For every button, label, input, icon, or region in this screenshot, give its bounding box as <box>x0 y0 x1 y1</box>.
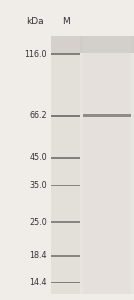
Bar <box>51 157 80 159</box>
Text: 116.0: 116.0 <box>24 50 47 59</box>
Bar <box>51 255 80 256</box>
Bar <box>51 36 80 294</box>
Bar <box>83 36 131 294</box>
Text: 14.4: 14.4 <box>29 278 47 287</box>
Bar <box>51 115 80 117</box>
Text: 66.2: 66.2 <box>29 111 47 120</box>
Bar <box>51 282 80 283</box>
Text: 35.0: 35.0 <box>29 181 47 190</box>
Bar <box>51 184 80 186</box>
Bar <box>83 114 131 117</box>
Bar <box>51 53 80 55</box>
Text: 45.0: 45.0 <box>29 153 47 162</box>
Text: kDa: kDa <box>26 16 44 26</box>
Bar <box>51 221 80 223</box>
Text: M: M <box>62 16 70 26</box>
Bar <box>51 53 134 294</box>
Bar <box>51 36 134 53</box>
Text: 25.0: 25.0 <box>29 218 47 227</box>
Text: 18.4: 18.4 <box>29 251 47 260</box>
